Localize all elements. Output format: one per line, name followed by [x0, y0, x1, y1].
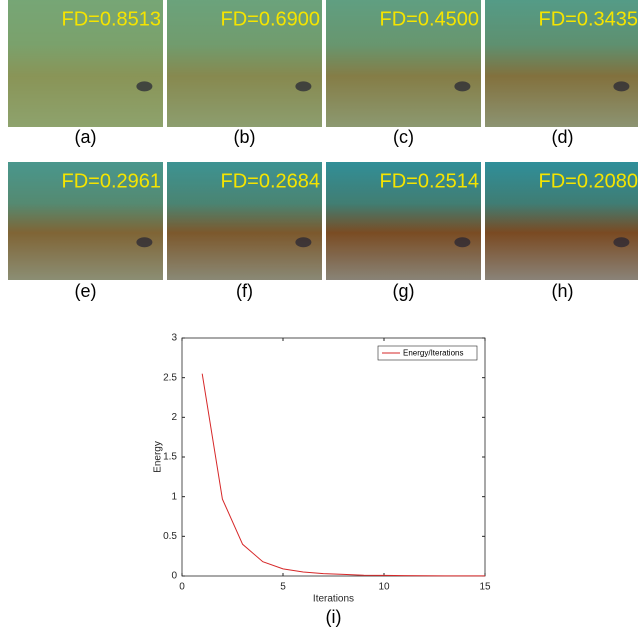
fd-label: FD=0.6900 [220, 8, 320, 30]
x-tick-label: 0 [179, 582, 185, 593]
fd-label: FD=0.4500 [379, 8, 479, 30]
fish [454, 81, 471, 92]
chart-caption: (i) [326, 607, 342, 627]
legend-label: Energy/Iterations [403, 349, 463, 358]
caption: (h) [552, 281, 574, 301]
haze [326, 0, 481, 127]
haze [485, 0, 638, 127]
y-axis-label: Energy [153, 441, 164, 473]
y-tick-label: 1 [171, 491, 177, 502]
caption: (e) [75, 281, 97, 301]
x-tick-label: 15 [479, 582, 491, 593]
y-tick-label: 2 [171, 412, 177, 423]
panel-image [167, 162, 322, 280]
caption: (g) [393, 281, 415, 301]
fd-label: FD=0.2684 [220, 170, 320, 192]
fd-label: FD=0.2514 [379, 170, 479, 192]
panel-image [485, 0, 638, 127]
y-tick-label: 2.5 [163, 372, 177, 383]
fd-label: FD=0.2961 [61, 170, 161, 192]
fd-label: FD=0.2080 [538, 170, 638, 192]
fd-label: FD=0.3435 [538, 8, 638, 30]
caption: (d) [552, 127, 574, 147]
haze [8, 0, 163, 127]
caption: (a) [75, 127, 97, 147]
y-tick-label: 0.5 [163, 531, 177, 542]
fish [613, 237, 630, 248]
panel-image [326, 162, 481, 280]
x-axis-label: Iterations [313, 594, 354, 605]
x-tick-label: 10 [378, 582, 390, 593]
fish [613, 81, 630, 92]
fish [454, 237, 471, 248]
panel-image [8, 162, 163, 280]
haze [167, 162, 322, 280]
caption: (b) [234, 127, 256, 147]
panel-image [485, 162, 638, 280]
x-tick-label: 5 [280, 582, 286, 593]
fd-label: FD=0.8513 [61, 8, 161, 30]
fish [295, 81, 312, 92]
caption: (c) [393, 127, 414, 147]
y-tick-label: 0 [171, 571, 177, 582]
fish [295, 237, 312, 248]
legend-box [377, 345, 478, 361]
plot-area [181, 337, 486, 577]
caption: (f) [236, 281, 253, 301]
fish [136, 81, 153, 92]
haze [8, 162, 163, 280]
line [201, 373, 485, 577]
fish [136, 237, 153, 248]
y-tick-label: 1.5 [163, 452, 177, 463]
y-tick-label: 3 [171, 333, 177, 344]
haze [167, 0, 322, 127]
